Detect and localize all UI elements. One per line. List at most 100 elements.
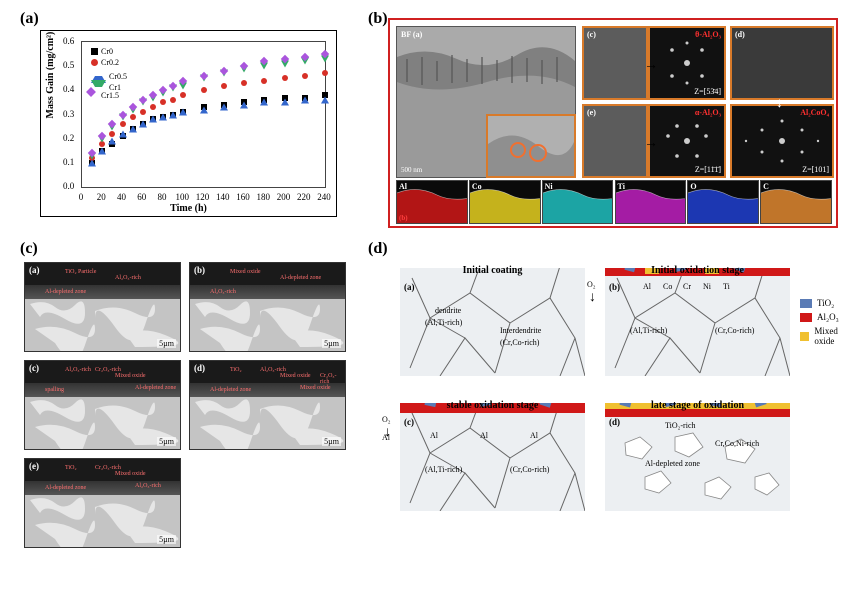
data-point <box>120 121 126 127</box>
data-point <box>180 92 186 98</box>
x-tick: 160 <box>236 192 250 202</box>
panel-a-label: (a) <box>20 10 39 28</box>
hrtem-c: (c) <box>582 26 648 100</box>
legend-tio2: TiO₂ <box>817 298 834 308</box>
data-point <box>129 126 137 133</box>
legend-label: Cr0.2 <box>101 58 119 67</box>
eds-label: O <box>690 182 696 191</box>
arrow-icon: → <box>644 136 658 152</box>
sem-sub-id: (c) <box>29 363 39 373</box>
sem-annotation: Cr₂O₃-rich <box>95 367 121 373</box>
sem-annotation: Mixed oxide <box>230 269 261 275</box>
schematic-label: Al <box>430 431 438 440</box>
x-tick: 40 <box>117 192 126 202</box>
eds-label: Co <box>472 182 482 191</box>
legend-item: Cr0.2 <box>91 58 119 67</box>
sem-sub-id: (d) <box>194 363 205 373</box>
eds-map-al: Al(b) <box>396 180 468 224</box>
schematic-label: (Cr,Co-rich) <box>510 465 549 474</box>
data-point <box>119 130 127 137</box>
schematic-label: Al <box>530 431 538 440</box>
x-tick: 140 <box>216 192 230 202</box>
data-point <box>150 104 156 110</box>
mass-gain-chart: Time (h) Mass Gain (mg/cm²) 020406080100… <box>40 30 337 217</box>
data-point <box>241 80 247 86</box>
schematic-label: Al <box>480 431 488 440</box>
panel-d-label: (d) <box>368 240 388 258</box>
data-point <box>149 116 157 123</box>
sem-scalebar: 5µm <box>322 437 341 446</box>
schematic-label: O₂ <box>382 415 391 424</box>
diff-d-phase: Al₂CoO₄ <box>800 108 829 117</box>
sem-annotation: Al-depleted zone <box>135 385 176 391</box>
diff-e-phase: α-Al₂O₃ <box>695 108 721 117</box>
sem-scalebar: 5µm <box>157 535 176 544</box>
sem-image: (c)5µmAl₂O₃-richMixed oxidespallingAl-de… <box>24 360 181 450</box>
sem-annotation: Al-depleted zone <box>210 387 251 393</box>
data-point <box>179 109 187 116</box>
sem-scalebar: 5µm <box>157 437 176 446</box>
data-point <box>159 113 167 120</box>
data-point <box>301 97 309 104</box>
sem-annotation: Al₂O₃-rich <box>115 275 141 281</box>
eds-sub-id: (b) <box>399 214 408 222</box>
schematic-sub-id: (b) <box>609 282 620 292</box>
x-tick: 0 <box>79 192 84 202</box>
y-tick: 0.1 <box>63 157 74 167</box>
data-point <box>88 159 96 166</box>
y-tick: 0.4 <box>63 84 74 94</box>
sem-annotation: Al-depleted zone <box>45 485 86 491</box>
sem-annotation: Al-depleted zone <box>45 289 86 295</box>
data-point <box>200 106 208 113</box>
x-tick: 20 <box>97 192 106 202</box>
sem-annotation: TiO₂ Particle <box>65 269 96 275</box>
sem-image: (d)5µmTiO₂Mixed oxideAl-depleted zoneMix… <box>189 360 346 450</box>
data-point <box>130 114 136 120</box>
x-tick: 220 <box>297 192 311 202</box>
x-tick: 180 <box>257 192 271 202</box>
x-tick: 120 <box>196 192 210 202</box>
eds-map-c: C <box>760 180 832 224</box>
schematic-label: Ti <box>723 282 730 291</box>
schematic-b: Initial oxidation stage (b <box>605 268 790 376</box>
hrtem-c-id: (c) <box>587 30 596 39</box>
data-point <box>140 109 146 115</box>
sem-annotation: Mixed oxide <box>280 373 311 379</box>
diff-e-zone: Z=[11̄1̄] <box>695 165 721 174</box>
y-tick: 0.6 <box>63 36 74 46</box>
sem-sub-id: (e) <box>29 461 39 471</box>
sem-annotation: Mixed oxide <box>115 471 146 477</box>
data-point <box>321 97 329 104</box>
x-tick: 240 <box>317 192 331 202</box>
schematic-label: Interdendrite <box>500 326 541 335</box>
schematic-sub-id: (d) <box>609 417 620 427</box>
data-point <box>98 147 106 154</box>
sem-annotation: Al₂O₃-rich <box>260 367 286 373</box>
sem-annotation: Mixed oxide <box>115 373 146 379</box>
x-axis-label: Time (h) <box>170 203 207 214</box>
sem-annotation: spalling <box>45 387 64 393</box>
arrow-icon: → <box>644 58 658 74</box>
schematic-label: (Al,Ti-rich) <box>630 326 667 335</box>
diffraction-c: θ-Al₂O₃ Z=[53̄4] <box>648 26 726 100</box>
data-point <box>109 131 115 137</box>
y-tick: 0.0 <box>63 181 74 191</box>
schematic-label: Al-depleted zone <box>645 459 700 468</box>
schematic-title: stable oxidation stage <box>400 400 585 411</box>
sem-image: (a)5µmTiO₂ ParticleAl₂O₃-richAl-depleted… <box>24 262 181 352</box>
diff-c-zone: Z=[53̄4] <box>694 87 721 96</box>
data-point <box>169 111 177 118</box>
x-tick: 60 <box>137 192 146 202</box>
sem-image: (e)5µmTiO₂Mixed oxideAl-depleted zoneAl₂… <box>24 458 181 548</box>
arrow-down-icon: ↓ <box>384 425 391 441</box>
data-point <box>281 99 289 106</box>
tem-main-id: BF (a) <box>401 30 422 39</box>
schematic-label: Al <box>643 282 651 291</box>
eds-map-co: Co <box>469 180 541 224</box>
x-tick: 100 <box>176 192 190 202</box>
schematic-label: Cr,Co,Ni-rich <box>715 439 759 448</box>
data-point <box>170 97 176 103</box>
eds-map-ni: Ni <box>542 180 614 224</box>
hrtem-d: (d) <box>730 26 834 100</box>
legend-al2o3: Al₂O₃ <box>817 312 839 322</box>
